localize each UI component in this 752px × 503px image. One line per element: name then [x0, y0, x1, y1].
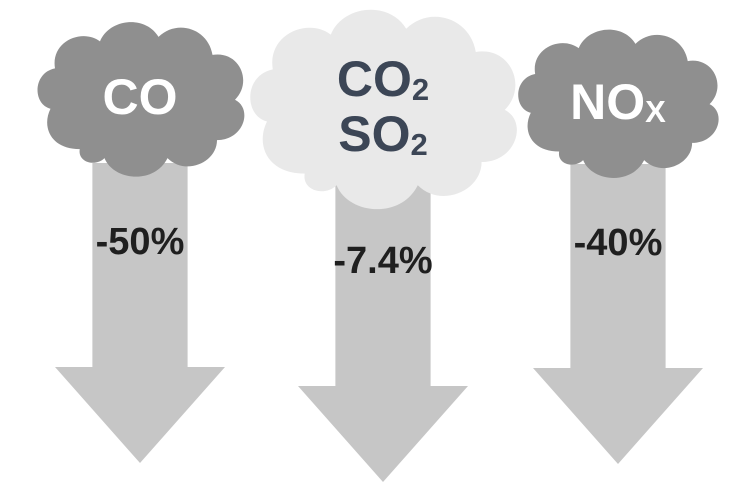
cloud-co: CO: [28, 10, 253, 185]
emission-column-co: CO -50%: [30, 10, 250, 463]
cloud-nox: NOX: [509, 18, 727, 186]
cloud-co2-so2: CO2SO2: [238, 0, 528, 220]
down-arrow-co: -50%: [55, 163, 225, 463]
cloud-label-co: CO: [103, 70, 178, 125]
down-arrow-nox: -40%: [533, 164, 703, 464]
down-arrow-icon: [55, 163, 225, 463]
down-arrow-icon: [533, 164, 703, 464]
cloud-label-co2-so2: CO2SO2: [337, 52, 429, 162]
down-arrow-co2-so2: -7.4%: [298, 182, 468, 482]
emission-column-co2-so2: CO2SO2 -7.4%: [238, 0, 528, 482]
percent-co: -50%: [96, 221, 185, 264]
percent-nox: -40%: [574, 222, 663, 265]
percent-co2-so2: -7.4%: [333, 240, 432, 283]
down-arrow-icon: [298, 182, 468, 482]
cloud-label-nox: NOX: [570, 75, 666, 130]
emission-column-nox: NOX -40%: [508, 18, 728, 464]
